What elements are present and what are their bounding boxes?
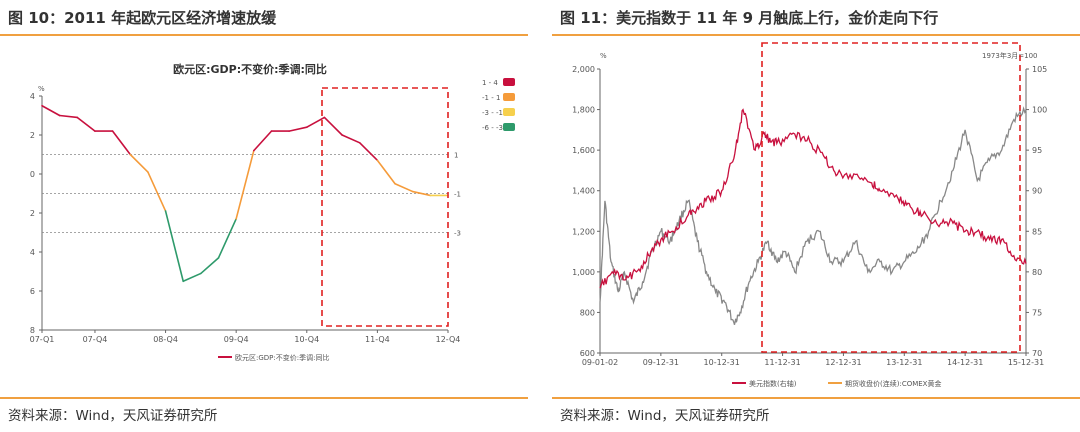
right-y-tick-label: 90 (1032, 187, 1042, 196)
figure-title: 图 11：美元指数于 11 年 9 月触底上行，金价走向下行 (560, 9, 939, 27)
legend-swatch (503, 108, 515, 116)
title-divider (0, 34, 528, 36)
gdp-line-segment (253, 130, 273, 152)
legend-label: -3 - -1 (482, 109, 503, 117)
y-tick-label: 6 (30, 287, 35, 296)
source-note: 资料来源：Wind，天风证券研究所 (560, 408, 770, 424)
left-y-tick-label: 1,800 (572, 106, 595, 115)
gdp-line-segment (129, 153, 149, 173)
usd-legend-label: 美元指数(右轴) (749, 379, 797, 388)
right-y-tick-label: 85 (1032, 227, 1042, 236)
right-y-tick-label: 80 (1032, 268, 1042, 277)
source-note: 资料来源：Wind，天风证券研究所 (8, 408, 218, 424)
x-tick-label: 09-12-31 (643, 358, 679, 367)
y-tick-label: 2 (30, 131, 35, 140)
gdp-line-segment (394, 182, 414, 193)
source-divider (552, 397, 1080, 399)
right-y-tick-label: 70 (1032, 349, 1042, 358)
x-tick-label: 10-12-31 (704, 358, 740, 367)
reference-line-label: -3 (454, 230, 461, 238)
title-divider (552, 34, 1080, 36)
left-y-tick-label: 1,400 (572, 187, 595, 196)
usd-index-line (599, 108, 1027, 289)
x-tick-label: 09-Q4 (224, 335, 249, 344)
bottom-legend-label: 欧元区:GDP:不变价:季调:同比 (235, 353, 329, 362)
y-axis-unit: % (38, 85, 45, 93)
left-axis-unit: % (600, 52, 607, 60)
x-tick-label: 09-01-02 (582, 358, 618, 367)
gold-price-line (599, 106, 1027, 325)
gdp-line-segment (411, 190, 432, 197)
gdp-line-segment (76, 116, 96, 132)
left-y-tick-label: 800 (580, 308, 595, 317)
right-y-tick-label: 75 (1032, 308, 1042, 317)
y-tick-label: 8 (30, 326, 35, 335)
legend-label: -6 - -3 (482, 124, 503, 132)
gdp-line-segment (182, 272, 202, 283)
gold-legend-label: 期货收盘价(连续):COMEX黄金 (845, 379, 941, 388)
reference-line-label: 1 (454, 152, 458, 160)
gdp-line-segment (217, 218, 237, 259)
gdp-line-segment (305, 116, 326, 128)
bottom-legend: 美元指数(右轴) 期货收盘价(连续):COMEX黄金 (732, 379, 941, 388)
gdp-line-segment (376, 159, 396, 185)
left-y-tick-label: 1,000 (572, 268, 595, 277)
y-tick-label: 0 (30, 170, 35, 179)
x-tick-label: 12-Q4 (436, 335, 461, 344)
gdp-line-segment (323, 116, 343, 136)
legend-swatch (503, 93, 515, 101)
x-tick-label: 11-12-31 (764, 358, 800, 367)
gdp-line-segment (41, 104, 61, 117)
left-y-tick-label: 2,000 (572, 65, 595, 74)
right-y-tick-label: 95 (1032, 146, 1042, 155)
gdp-line-segment (200, 257, 220, 275)
right-y-tick-label: 100 (1032, 106, 1047, 115)
gdp-line-segment (164, 210, 185, 283)
x-tick-label: 11-Q4 (365, 335, 390, 344)
legend-label: 1 - 4 (482, 79, 498, 87)
y-tick-label: 4 (30, 92, 35, 101)
usd-gold-chart: % 1973年3月=100 2,000 1,800 1,600 1,400 1,200 1… (572, 42, 1047, 388)
gdp-line-segment (288, 126, 308, 132)
legend-swatch (503, 123, 515, 131)
source-divider (0, 397, 528, 399)
x-tick-label: 13-12-31 (886, 358, 922, 367)
legend-label: -1 - 1 (482, 94, 500, 102)
x-tick-label: 12-12-31 (825, 358, 861, 367)
left-y-tick-label: 1,200 (572, 227, 595, 236)
x-tick-label: 08-Q4 (153, 335, 178, 344)
gdp-line-segment (358, 142, 379, 162)
left-y-tick-label: 600 (580, 349, 595, 358)
y-tick-label: 4 (30, 248, 35, 257)
eurozone-gdp-chart: 欧元区:GDP:不变价:季调:同比 % 4 2 0 2 4 6 807-Q1 07-Q4 08-… (30, 62, 515, 362)
right-y-tick-label: 105 (1032, 65, 1047, 74)
x-tick-label: 07-Q1 (30, 335, 55, 344)
figure-11-panel: 图 11：美元指数于 11 年 9 月触底上行，金价走向下行 % 1973年3月… (552, 0, 1080, 432)
x-tick-label: 07-Q4 (83, 335, 108, 344)
right-axis-unit: 1973年3月=100 (982, 51, 1038, 60)
reference-line-label: -1 (454, 191, 461, 199)
left-y-tick-label: 1,600 (572, 146, 595, 155)
figure-title: 图 10：2011 年起欧元区经济增速放缓 (8, 9, 277, 27)
highlight-box (321, 87, 449, 327)
bottom-legend: 欧元区:GDP:不变价:季调:同比 (218, 353, 329, 362)
x-tick-label: 14-12-31 (947, 358, 983, 367)
gdp-line-segment (111, 130, 132, 156)
x-tick-label: 15-12-31 (1008, 358, 1044, 367)
gdp-line-segment (235, 149, 255, 220)
gdp-line-segment (147, 171, 167, 212)
gdp-line-segment (58, 114, 79, 119)
chart-title: 欧元区:GDP:不变价:季调:同比 (173, 62, 327, 76)
y-tick-label: 2 (30, 209, 35, 218)
gdp-line-segment (341, 134, 361, 144)
x-tick-label: 10-Q4 (294, 335, 319, 344)
figure-10-panel: 图 10：2011 年起欧元区经济增速放缓 欧元区:GDP:不变价:季调:同比 … (0, 0, 528, 432)
legend-swatch (503, 78, 515, 86)
highlight-box (761, 42, 1021, 353)
